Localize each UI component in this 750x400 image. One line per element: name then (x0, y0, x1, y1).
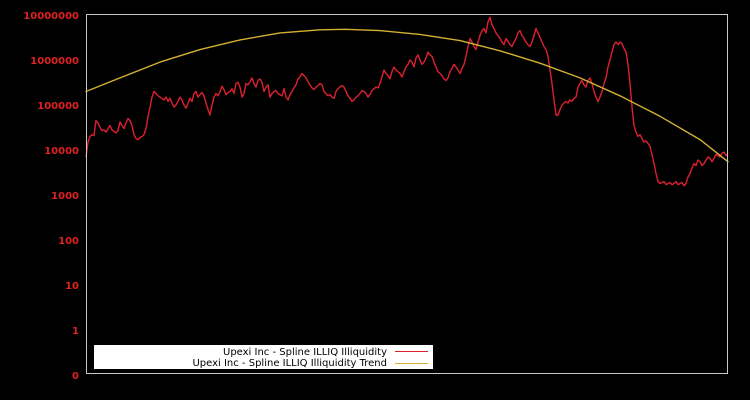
legend: Upexi Inc - Spline ILLIQ Illiquidity Upe… (94, 345, 433, 369)
y-tick-label: 0 (72, 371, 79, 382)
y-tick-label: 100000 (37, 101, 79, 112)
legend-label-trend: Upexi Inc - Spline ILLIQ Illiquidity Tre… (192, 358, 387, 369)
y-tick-label: 10000 (44, 146, 79, 157)
y-tick-label: 1000 (51, 191, 79, 202)
plot-frame (86, 14, 728, 374)
legend-label-series: Upexi Inc - Spline ILLIQ Illiquidity (223, 347, 387, 358)
y-tick-label: 10 (65, 281, 79, 292)
plot-area (85, 16, 729, 187)
y-tick-label: 100 (58, 236, 79, 247)
y-tick-label: 1 (72, 326, 79, 337)
y-tick-label: 10000000 (23, 11, 79, 22)
legend-box (94, 345, 433, 369)
series-line-illiquidity (85, 16, 729, 187)
y-tick-label: 1000000 (30, 56, 79, 67)
series-line-trend (85, 28, 729, 163)
